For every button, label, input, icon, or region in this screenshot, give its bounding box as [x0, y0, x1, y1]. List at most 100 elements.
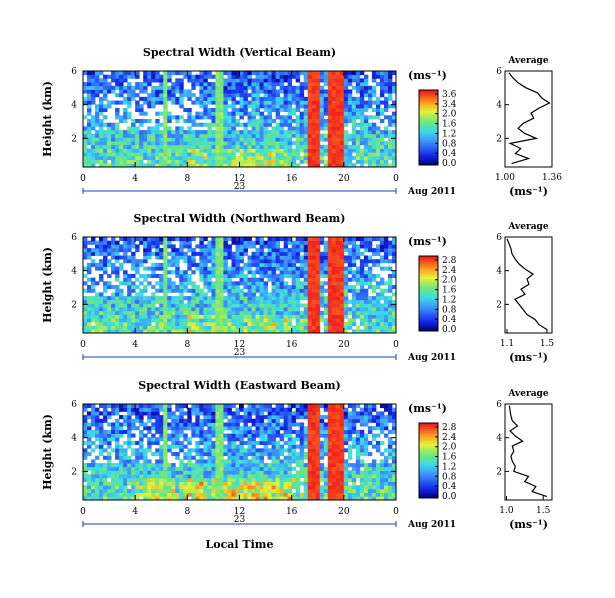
- heatmap-cell: [139, 463, 144, 468]
- heatmap-cell: [123, 152, 128, 157]
- heatmap-cell: [187, 437, 192, 442]
- heatmap-cell: [359, 303, 365, 308]
- heatmap-cell: [167, 485, 172, 490]
- heatmap-cell: [219, 130, 224, 135]
- heatmap-cell: [311, 137, 317, 142]
- heatmap-cell: [83, 418, 88, 423]
- heatmap-cell: [275, 248, 281, 253]
- heatmap-cell: [187, 159, 192, 164]
- heatmap-cell: [119, 71, 124, 76]
- heatmap-cell: [103, 251, 108, 256]
- heatmap-cell: [159, 437, 164, 442]
- heatmap-cell: [207, 270, 212, 275]
- heatmap-cell: [191, 248, 196, 253]
- heatmap-cell: [191, 259, 196, 264]
- heatmap-cell: [327, 303, 333, 308]
- heatmap-cell: [303, 266, 309, 271]
- heatmap-cell: [111, 474, 116, 479]
- heatmap-cell: [379, 74, 385, 79]
- heatmap-cell: [187, 74, 192, 79]
- heatmap-cell: [107, 82, 112, 87]
- heatmap-cell: [307, 115, 313, 120]
- heatmap-cell: [87, 411, 92, 416]
- heatmap-cell: [211, 433, 216, 438]
- heatmap-cell: [159, 444, 164, 449]
- heatmap-cell: [287, 119, 293, 124]
- heatmap-cell: [335, 141, 341, 146]
- heatmap-cell: [307, 296, 313, 301]
- colorbar-segment: [419, 140, 438, 143]
- heatmap-cell: [119, 78, 124, 83]
- heatmap-cell: [247, 463, 252, 468]
- heatmap-cell: [179, 429, 184, 434]
- heatmap-cell: [191, 270, 196, 275]
- heatmap-cell: [211, 133, 216, 138]
- heatmap-cell: [239, 477, 244, 482]
- heatmap-cell: [159, 296, 164, 301]
- heatmap-cell: [279, 115, 285, 120]
- heatmap-cell: [143, 325, 148, 330]
- heatmap-cell: [155, 155, 160, 161]
- heatmap-cell: [283, 130, 289, 135]
- heatmap-cell: [159, 452, 164, 457]
- heatmap-cell: [239, 426, 244, 431]
- heatmap-cell: [195, 485, 200, 490]
- heatmap-cell: [143, 433, 148, 438]
- heatmap-cell: [203, 148, 208, 153]
- colorbar-segment: [419, 136, 438, 140]
- heatmap-cell: [91, 71, 96, 76]
- heatmap-cell: [207, 485, 212, 490]
- heatmap-cell: [295, 93, 301, 98]
- heatmap-cell: [283, 78, 289, 83]
- heatmap-cell: [307, 133, 313, 138]
- heatmap-cell: [255, 259, 260, 264]
- heatmap-cell: [203, 411, 208, 416]
- heatmap-cell: [127, 292, 132, 297]
- heatmap-cell: [115, 329, 120, 334]
- heatmap-cell: [123, 448, 128, 453]
- heatmap-cell: [155, 111, 160, 116]
- heatmap-cell: [139, 452, 144, 457]
- heatmap-cell: [151, 144, 156, 149]
- heatmap-cell: [151, 303, 156, 308]
- heatmap-cell: [319, 273, 325, 279]
- heatmap-cell: [371, 273, 377, 279]
- heatmap-cell: [387, 93, 393, 98]
- heatmap-cell: [95, 240, 100, 245]
- heatmap-cell: [367, 122, 373, 127]
- heatmap-cell: [235, 314, 240, 319]
- heatmap-cell: [127, 240, 132, 245]
- heatmap-cell: [259, 448, 264, 453]
- heatmap-cell: [87, 100, 92, 105]
- heatmap-cell: [187, 130, 192, 135]
- heatmap-cell: [183, 481, 188, 486]
- heatmap-cell: [147, 440, 152, 446]
- heatmap-cell: [99, 492, 104, 497]
- heatmap-cell: [287, 318, 293, 323]
- heatmap-cell: [119, 89, 124, 94]
- heatmap-cell: [311, 119, 317, 124]
- heatmap-cell: [303, 292, 309, 297]
- heatmap-cell: [263, 488, 268, 494]
- heatmap-cell: [199, 122, 204, 127]
- heatmap-cell: [115, 273, 120, 279]
- heatmap-cell: [131, 452, 136, 457]
- heatmap-cell: [155, 244, 160, 249]
- heatmap-cell: [183, 463, 188, 468]
- heatmap-cell: [291, 481, 297, 486]
- heatmap-cell: [271, 155, 277, 161]
- heatmap-cell: [147, 407, 152, 412]
- heatmap-cell: [215, 459, 220, 464]
- heatmap-cell: [103, 455, 108, 460]
- heatmap-cell: [307, 426, 313, 431]
- heatmap-cell: [131, 404, 136, 409]
- heatmap-cell: [107, 488, 112, 494]
- heatmap-cell: [115, 448, 120, 453]
- heatmap-cell: [207, 433, 212, 438]
- heatmap-cell: [219, 422, 224, 427]
- heatmap-cell: [211, 288, 216, 293]
- heatmap-cell: [83, 433, 88, 438]
- heatmap-cell: [303, 321, 309, 327]
- heatmap-cell: [151, 244, 156, 249]
- heatmap-cell: [235, 455, 240, 460]
